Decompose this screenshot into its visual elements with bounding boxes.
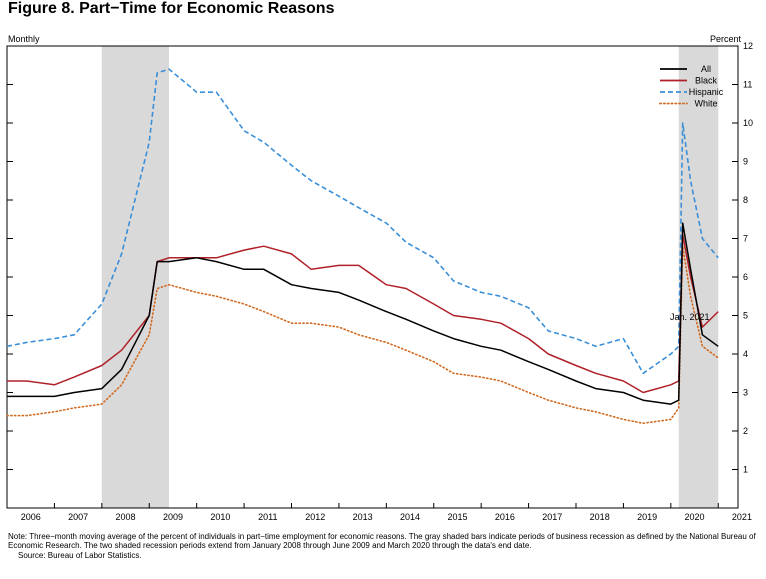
x-tick-label: 2012 — [305, 512, 325, 522]
x-tick-label: 2014 — [400, 512, 420, 522]
y-tick-label: 7 — [743, 234, 748, 244]
x-tick-label: 2013 — [353, 512, 373, 522]
x-tick-label: 2011 — [258, 512, 277, 522]
source-text: Source: Bureau of Labor Statistics. — [18, 550, 142, 560]
y-tick-label: 6 — [743, 272, 748, 282]
y-tick-label: 3 — [743, 388, 748, 398]
x-tick-label: 2019 — [637, 512, 657, 522]
series-line-white — [6, 245, 720, 425]
legend-label-hispanic: Hispanic — [689, 87, 724, 97]
right-axis-label: Percent — [710, 34, 742, 44]
series-line-all — [7, 222, 719, 405]
x-tick-label: 2021 — [732, 512, 752, 522]
series-line-hispanic — [6, 68, 719, 375]
x-tick-label: 2020 — [685, 512, 705, 522]
y-tick-label: 2 — [743, 426, 748, 436]
y-tick-label: 4 — [743, 349, 748, 359]
y-tick-label: 10 — [743, 118, 753, 128]
legend-label-all: All — [701, 64, 711, 74]
y-tick-label: 11 — [743, 80, 752, 90]
legend-label-white: White — [694, 99, 717, 109]
series-lines — [6, 68, 720, 425]
y-tick-label: 8 — [743, 195, 748, 205]
x-tick-label: 2006 — [21, 512, 41, 522]
annotation-jan-2021: Jan. 2021 — [670, 312, 710, 322]
recession-shading — [101, 46, 719, 508]
y-tick-label: 9 — [743, 157, 748, 167]
x-tick-label: 2007 — [68, 512, 88, 522]
x-tick-label: 2008 — [116, 512, 136, 522]
y-tick-label: 1 — [743, 465, 748, 475]
y-tick-label: 5 — [743, 311, 748, 321]
left-axis-label: Monthly — [8, 34, 40, 44]
legend-label-black: Black — [695, 76, 718, 86]
x-tick-label: 2015 — [447, 512, 467, 522]
x-tick-label: 2009 — [163, 512, 183, 522]
figure-notes: Note: Three−month moving average of the … — [8, 532, 758, 560]
figure-title: Figure 8. Part−Time for Economic Reasons — [8, 0, 335, 17]
x-tick-label: 2010 — [210, 512, 230, 522]
x-tick-label: 2016 — [495, 512, 515, 522]
recession-bar-2 — [678, 46, 719, 508]
y-tick-label: 12 — [743, 41, 753, 51]
x-tick-label: 2017 — [542, 512, 562, 522]
note-text: Note: Three−month moving average of the … — [8, 532, 756, 551]
x-tick-label: 2018 — [590, 512, 610, 522]
series-line-black — [7, 233, 719, 394]
